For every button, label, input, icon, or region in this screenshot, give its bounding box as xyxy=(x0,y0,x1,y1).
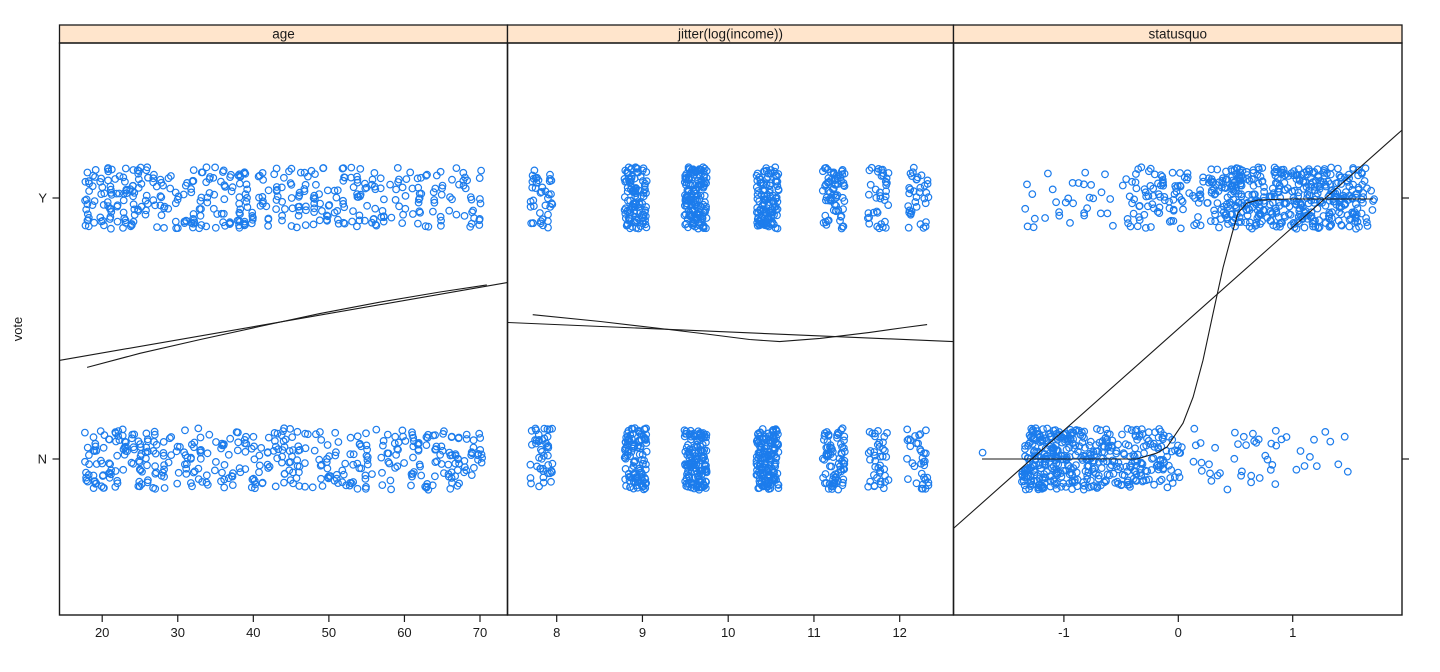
panels-layer: 20 30 40 50 60 70 8 9 10 11 12 -1 0 1 xyxy=(52,24,1409,640)
fit-line-smooth xyxy=(532,314,928,343)
y-axis-left-ticks xyxy=(52,197,60,460)
x-tick-label: -1 xyxy=(1058,625,1070,640)
points-N xyxy=(80,424,487,494)
points-N xyxy=(526,424,933,494)
x-tick-label: 1 xyxy=(1289,625,1296,640)
x-tick-label: 60 xyxy=(397,625,411,640)
fit-line-smooth xyxy=(86,284,487,368)
points-Y xyxy=(526,163,933,233)
x-tick-label: 20 xyxy=(95,625,109,640)
x-tick-label: 10 xyxy=(721,625,735,640)
fit-line-linear xyxy=(507,321,953,343)
strip-title-statusquo: statusquo xyxy=(1149,27,1208,42)
strip-title-age: age xyxy=(272,27,295,42)
y-tick-label-N: N xyxy=(38,452,47,467)
x-tick-label: 11 xyxy=(807,625,821,640)
fit-line-linear xyxy=(953,129,1403,529)
x-tick-label: 0 xyxy=(1175,625,1182,640)
y-tick-label-Y: Y xyxy=(38,191,47,206)
x-axis-statusquo: -1 0 1 xyxy=(1058,615,1296,640)
x-tick-label: 12 xyxy=(892,625,906,640)
panel-jitter(log(income)): 8 9 10 11 12 xyxy=(506,24,955,640)
panel-border xyxy=(58,42,509,616)
x-tick-label: 70 xyxy=(473,625,487,640)
points-Y xyxy=(1021,163,1378,233)
x-tick-label: 40 xyxy=(246,625,260,640)
strip-title-income: jitter(log(income)) xyxy=(677,27,783,42)
panel-border xyxy=(506,42,955,616)
panel-age: 20 30 40 50 60 70 xyxy=(52,24,509,640)
x-tick-label: 8 xyxy=(553,625,560,640)
x-tick-label: 50 xyxy=(322,625,336,640)
y-axis-title: vote xyxy=(10,317,25,342)
panel-statusquo: -1 0 1 xyxy=(952,24,1409,640)
fit-line-smooth xyxy=(982,198,1373,460)
x-tick-label: 9 xyxy=(639,625,646,640)
points-Y xyxy=(81,163,486,233)
y-axis-right-ticks xyxy=(1402,197,1409,460)
x-axis-age: 20 30 40 50 60 70 xyxy=(95,615,487,640)
x-axis-jitter(log(income)): 8 9 10 11 12 xyxy=(553,615,907,640)
x-tick-label: 30 xyxy=(171,625,185,640)
